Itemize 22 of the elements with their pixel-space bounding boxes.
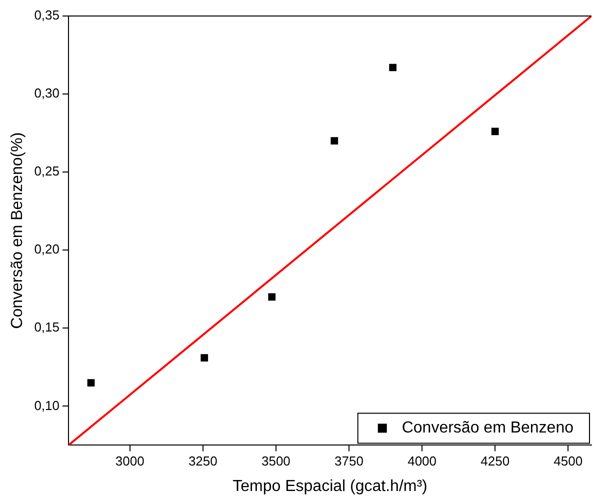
x-tick-label: 3250 bbox=[188, 454, 218, 469]
y-tick-label: 0,25 bbox=[34, 164, 60, 179]
x-tick-label: 4500 bbox=[554, 454, 583, 469]
point bbox=[491, 128, 499, 136]
y-tick-label: 0,20 bbox=[34, 242, 60, 257]
point bbox=[330, 137, 338, 145]
y-axis-title: Conversão em Benzeno(%) bbox=[9, 132, 26, 329]
x-tick-label: 4250 bbox=[480, 454, 510, 469]
x-tick-label: 3000 bbox=[115, 454, 144, 469]
y-tick-label: 0,30 bbox=[34, 86, 60, 101]
x-tick-label: 3500 bbox=[261, 454, 290, 469]
point bbox=[268, 293, 276, 301]
x-axis-title: Tempo Espacial (gcat.h/m³) bbox=[232, 478, 428, 495]
x-tick-label: 3750 bbox=[334, 454, 364, 469]
legend-label: Conversão em Benzeno bbox=[402, 420, 574, 437]
y-tick-label: 0,35 bbox=[34, 8, 60, 23]
point bbox=[200, 354, 208, 362]
x-tick-label: 4000 bbox=[408, 454, 436, 469]
point bbox=[87, 379, 95, 386]
y-tick-label: 0,10 bbox=[34, 398, 60, 413]
y-tick-label: 0,15 bbox=[34, 320, 60, 335]
point bbox=[389, 64, 396, 72]
